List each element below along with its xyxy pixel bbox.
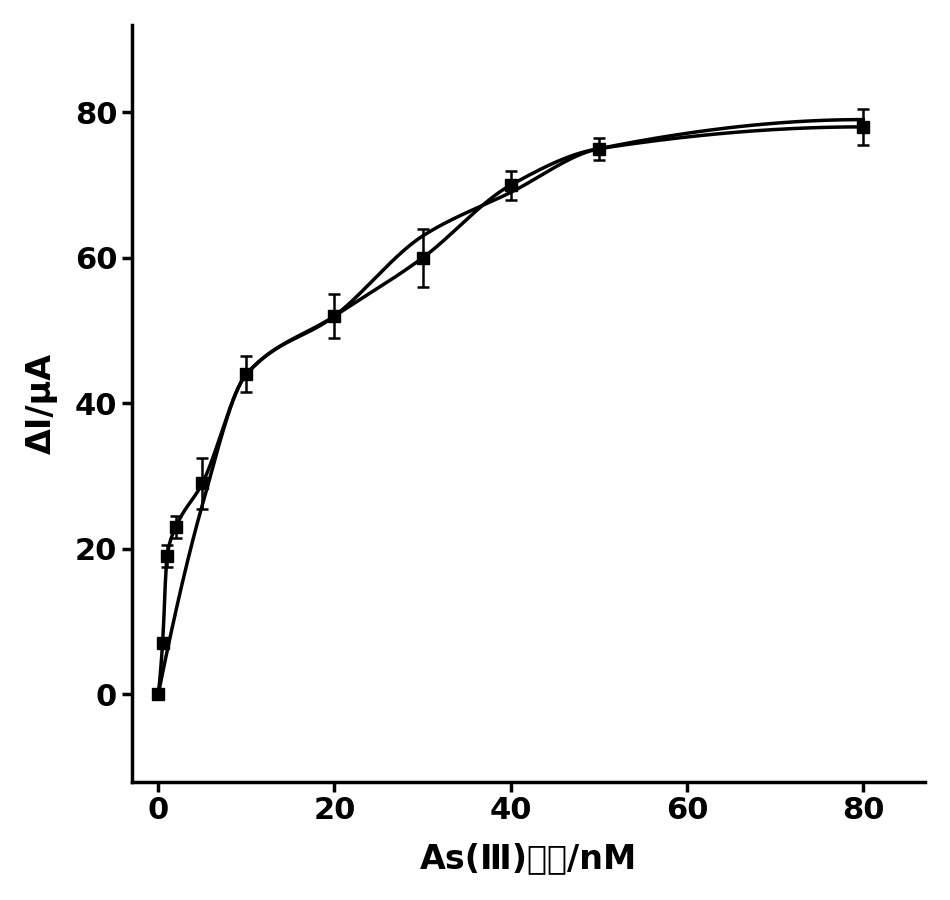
X-axis label: As(Ⅲ)浓度/nM: As(Ⅲ)浓度/nM [420,842,637,875]
Y-axis label: ΔI/μA: ΔI/μA [25,353,58,454]
